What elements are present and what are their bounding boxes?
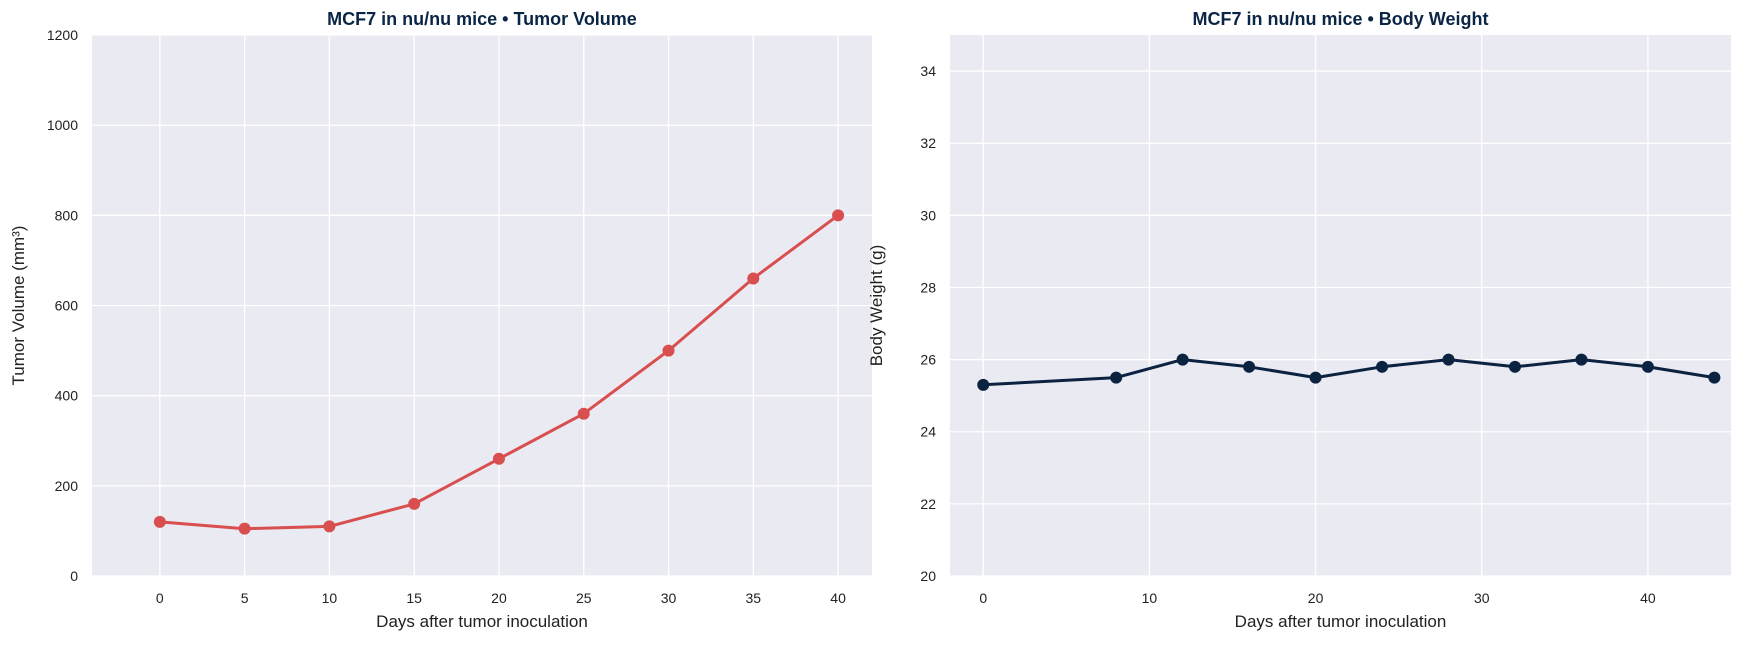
chart-title: MCF7 in nu/nu mice • Tumor Volume: [327, 9, 637, 29]
data-point: [577, 407, 590, 420]
x-tick-label: 0: [156, 590, 164, 606]
y-tick-label: 28: [920, 279, 936, 295]
x-tick-label: 5: [241, 590, 249, 606]
data-point: [492, 452, 505, 465]
y-tick-label: 34: [920, 63, 936, 79]
x-tick-label: 15: [406, 590, 422, 606]
data-point: [1442, 353, 1455, 366]
y-tick-label: 26: [920, 352, 936, 368]
y-tick-label: 400: [55, 388, 79, 404]
data-point: [1641, 360, 1654, 373]
x-tick-label: 30: [1474, 590, 1490, 606]
y-tick-label: 22: [920, 496, 936, 512]
x-tick-label: 30: [661, 590, 677, 606]
x-tick-label: 10: [322, 590, 338, 606]
data-point: [1575, 353, 1588, 366]
y-axis-label: Body Weight (g): [867, 245, 886, 367]
y-tick-label: 0: [70, 568, 78, 584]
x-tick-label: 20: [491, 590, 507, 606]
x-tick-label: 20: [1308, 590, 1324, 606]
body-weight-chart: 20 22 24 26 28 30 32 34 0 10 20 30 40 MCF7 in nu/nu m…: [867, 9, 1731, 631]
data-point: [662, 344, 675, 357]
y-tick-label: 24: [920, 424, 936, 440]
x-tick-label: 40: [1640, 590, 1656, 606]
data-point: [323, 520, 336, 533]
x-tick-label: 10: [1142, 590, 1158, 606]
y-tick-label: 20: [920, 568, 936, 584]
data-point: [1176, 353, 1189, 366]
y-tick-label: 600: [55, 298, 79, 314]
y-tick-label: 1000: [47, 117, 78, 133]
data-point: [408, 497, 421, 510]
x-axis-label: Days after tumor inoculation: [1235, 612, 1447, 631]
y-tick-label: 30: [920, 207, 936, 223]
data-point: [1376, 360, 1389, 373]
x-tick-label: 35: [746, 590, 762, 606]
x-tick-label: 40: [830, 590, 846, 606]
y-tick-label: 32: [920, 135, 936, 151]
x-axis-label: Days after tumor inoculation: [376, 612, 588, 631]
y-tick-label: 200: [55, 478, 79, 494]
data-point: [1243, 360, 1256, 373]
data-point: [1309, 371, 1322, 384]
tumor-volume-chart: 0 200 400 600 800 1000 1200 0 5 10 15 20 25 30 35 40 MCF…: [9, 9, 872, 631]
plot-area: [950, 35, 1731, 576]
data-point: [153, 515, 166, 528]
data-point: [832, 209, 845, 222]
data-point: [238, 522, 251, 535]
y-tick-label: 800: [55, 207, 79, 223]
data-point: [1508, 360, 1521, 373]
data-point: [1110, 371, 1123, 384]
y-axis-label: Tumor Volume (mm³): [9, 226, 28, 386]
x-tick-label: 0: [979, 590, 987, 606]
data-point: [977, 378, 990, 391]
x-tick-label: 25: [576, 590, 592, 606]
y-tick-label: 1200: [47, 27, 78, 43]
chart-title: MCF7 in nu/nu mice • Body Weight: [1193, 9, 1489, 29]
data-point: [747, 272, 760, 285]
data-point: [1708, 371, 1721, 384]
